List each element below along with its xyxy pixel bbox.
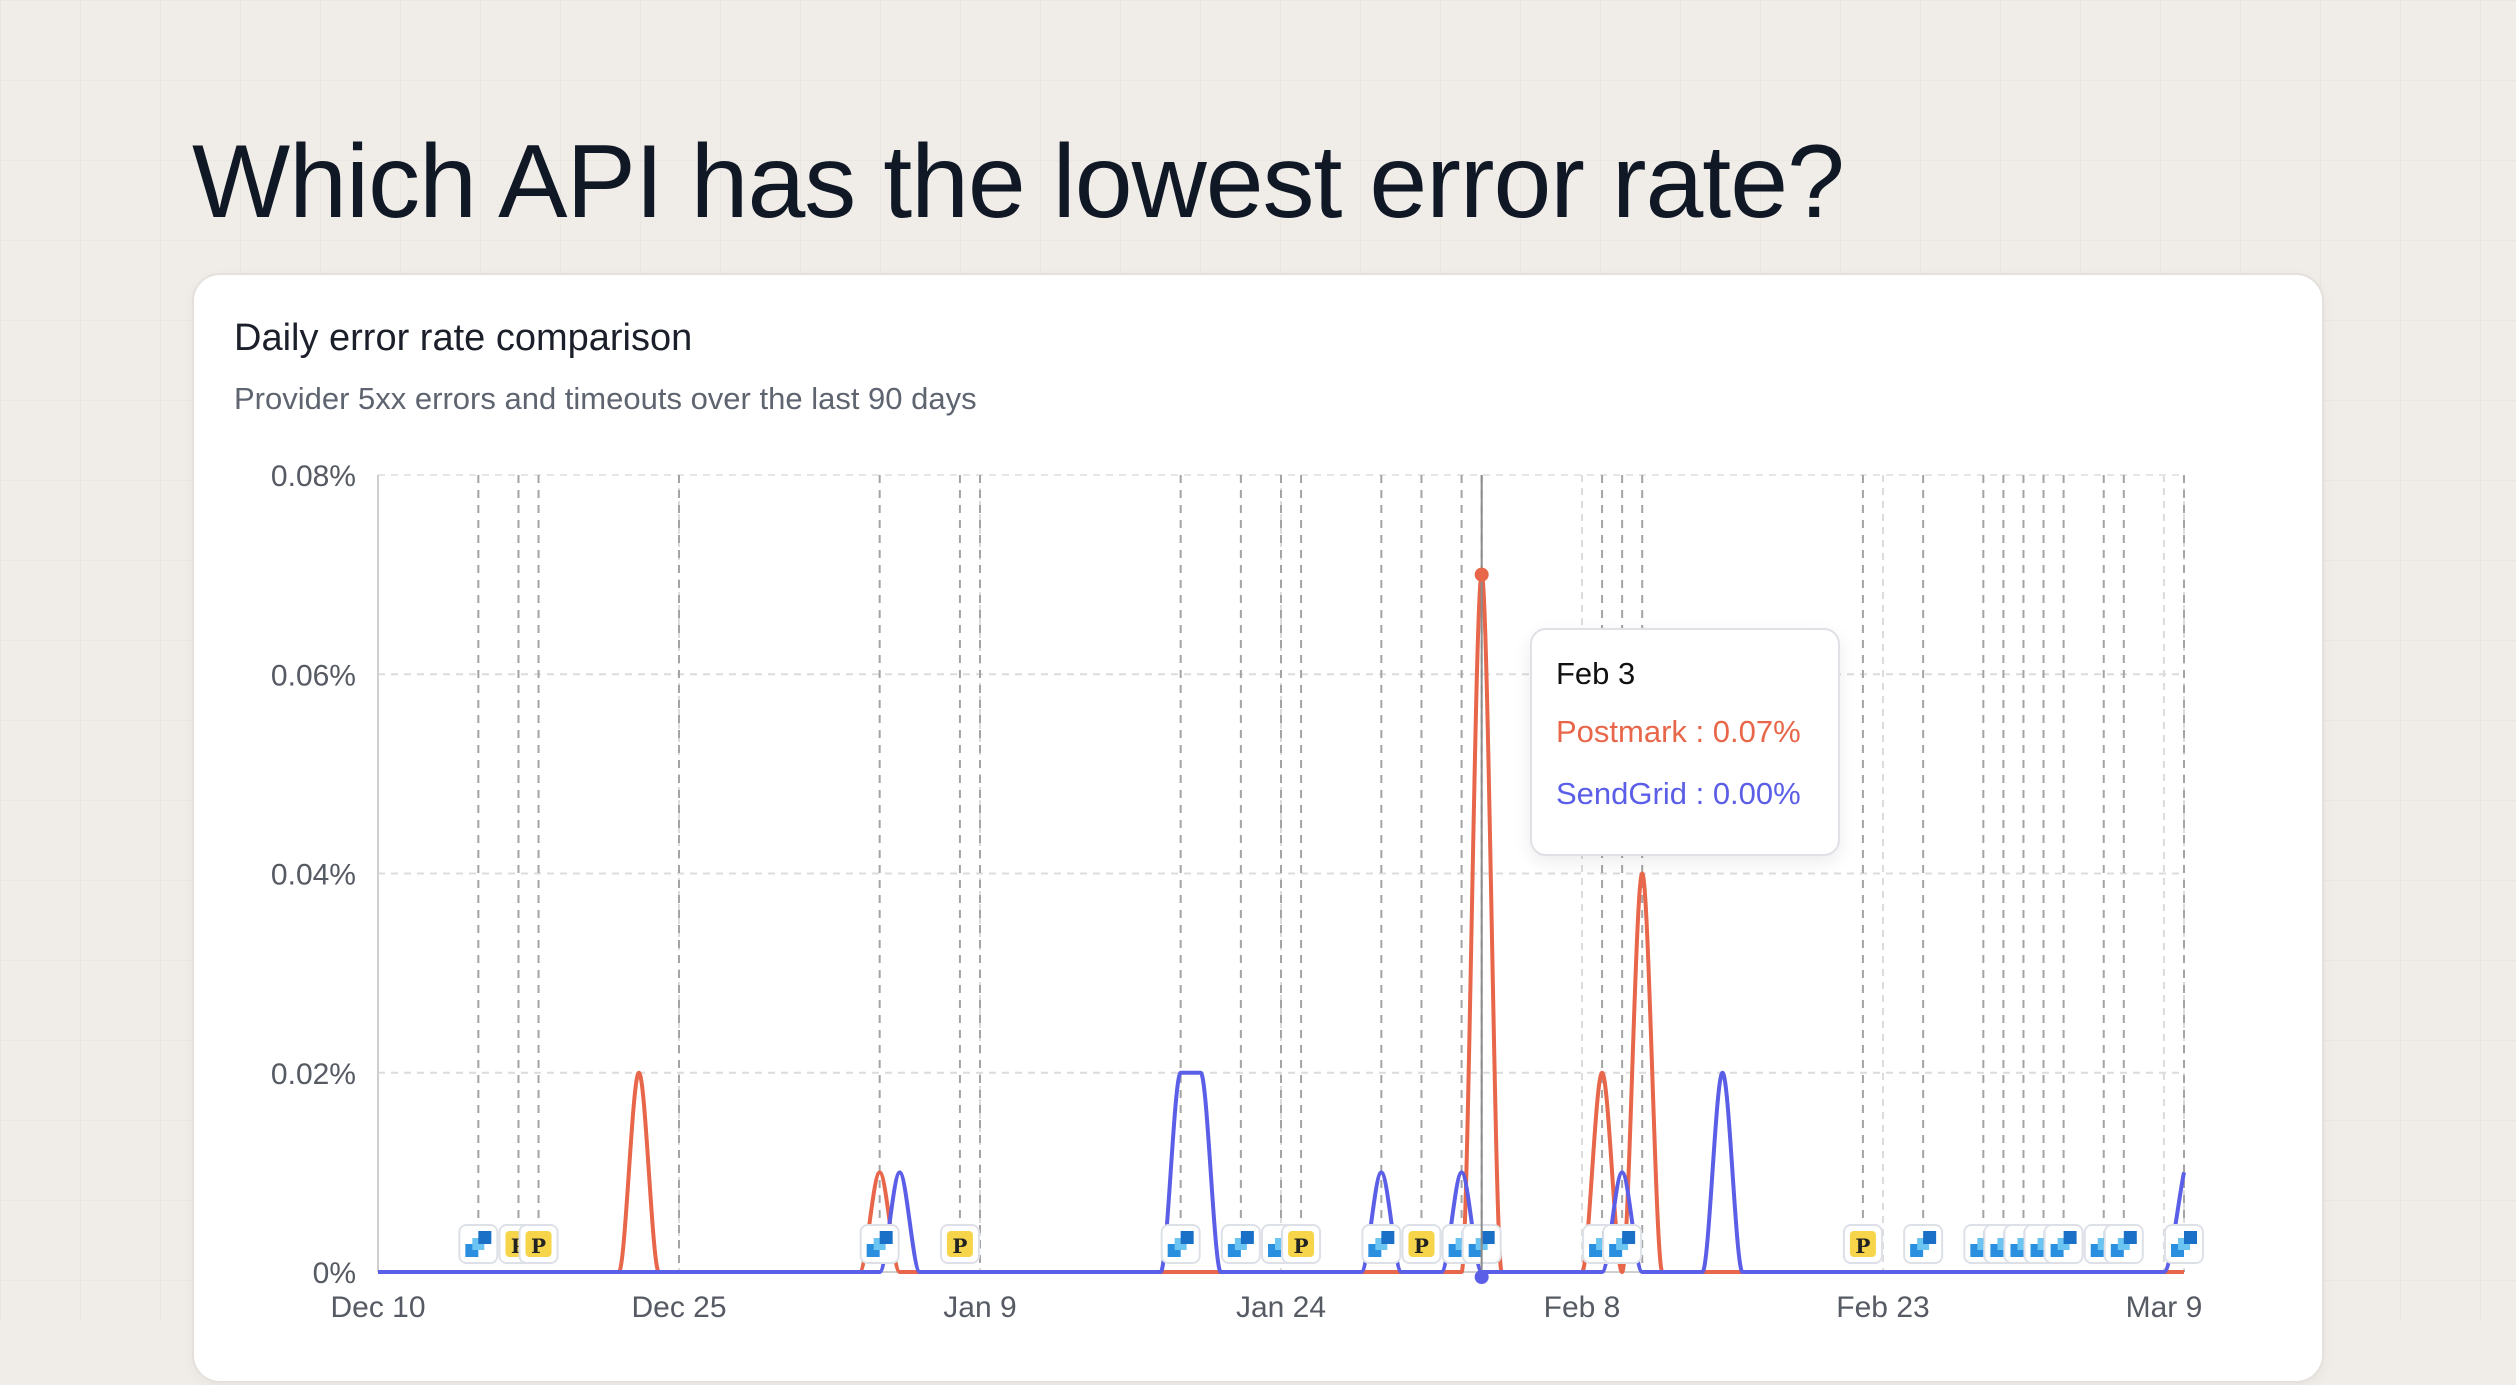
tooltip-separator: : bbox=[1686, 776, 1713, 811]
x-tick-label: Feb 8 bbox=[1544, 1291, 1621, 1324]
sendgrid-logo-icon bbox=[2164, 1224, 2204, 1264]
y-tick-label: 0.06% bbox=[271, 659, 356, 692]
chart-subtitle: Provider 5xx errors and timeouts over th… bbox=[234, 381, 977, 416]
badge-square bbox=[1622, 1231, 1636, 1244]
event-markers bbox=[477, 475, 2185, 1272]
badge-square bbox=[2037, 1238, 2050, 1250]
badge-square bbox=[1180, 1231, 1194, 1244]
badge-fill bbox=[946, 1231, 973, 1257]
badge-square bbox=[2063, 1231, 2077, 1244]
hover-layer bbox=[1474, 475, 1489, 1284]
badge-glyph: P bbox=[952, 1234, 967, 1258]
x-tick-label: Mar 9 bbox=[2126, 1291, 2203, 1324]
badge-fill bbox=[1288, 1231, 1315, 1257]
axes: 0% 0.02% 0.04% 0.06% 0.08% Dec 10 Dec 25 Jan 9 J… bbox=[271, 460, 2202, 1324]
tooltip-date: Feb 3 bbox=[1556, 656, 1636, 691]
y-tick-label: 0.02% bbox=[271, 1058, 356, 1091]
tooltip-row-sendgrid: SendGrid : 0.00% bbox=[1556, 776, 1814, 812]
chart-card: Daily error rate comparison Provider 5xx… bbox=[192, 273, 2324, 1383]
sendgrid-logo-icon bbox=[1220, 1224, 1261, 1264]
postmark-logo-icon: P bbox=[939, 1224, 980, 1264]
postmark-logo-icon: P bbox=[1401, 1224, 1442, 1264]
postmark-logo-icon: P bbox=[1842, 1224, 1883, 1264]
y-tick-label: 0% bbox=[313, 1257, 356, 1290]
badge-fill bbox=[1408, 1231, 1435, 1257]
sendgrid-logo-icon bbox=[1602, 1224, 1643, 1264]
sendgrid-logo-icon bbox=[458, 1224, 499, 1264]
hover-dot-sendgrid bbox=[1474, 1270, 1489, 1284]
y-tick-label: 0.08% bbox=[271, 460, 356, 493]
x-tick-label: Jan 24 bbox=[1236, 1291, 1326, 1324]
badge-square bbox=[1481, 1231, 1495, 1244]
postmark-logo-icon: P bbox=[518, 1224, 559, 1264]
sendgrid-logo-icon bbox=[2043, 1224, 2084, 1264]
error-rate-chart[interactable]: 0% 0.02% 0.04% 0.06% 0.08% Dec 10 Dec 25 Jan 9 J… bbox=[194, 275, 2326, 1385]
tooltip-row-postmark: Postmark : 0.07% bbox=[1556, 714, 1814, 750]
sendgrid-logo-icon bbox=[2103, 1224, 2144, 1264]
x-tick-label: Feb 23 bbox=[1836, 1291, 1929, 1324]
badge-square bbox=[2123, 1231, 2137, 1244]
tooltip-series-name: Postmark bbox=[1556, 714, 1687, 749]
sendgrid-logo-icon bbox=[1903, 1224, 1944, 1264]
badge-glyph: P bbox=[1855, 1234, 1870, 1258]
badge-square bbox=[1381, 1231, 1395, 1244]
sendgrid-logo-icon bbox=[859, 1224, 900, 1264]
x-tick-label: Dec 10 bbox=[330, 1291, 425, 1324]
badge-square bbox=[1240, 1231, 1254, 1244]
chart-tooltip: Feb 3 Postmark : 0.07% SendGrid : 0.00% bbox=[1530, 628, 1840, 856]
tooltip-value: 0.00% bbox=[1712, 776, 1801, 811]
badge-square bbox=[879, 1231, 893, 1244]
badge-square bbox=[2184, 1231, 2197, 1244]
badge-glyph: P bbox=[531, 1234, 546, 1258]
hover-dot-postmark bbox=[1474, 567, 1489, 582]
badge-fill bbox=[1849, 1231, 1876, 1257]
badge-square bbox=[1923, 1231, 1937, 1244]
postmark-logo-icon: P bbox=[1281, 1224, 1322, 1264]
badge-glyph: P bbox=[1414, 1234, 1429, 1258]
badge-square bbox=[478, 1231, 492, 1244]
page-headline: Which API has the lowest error rate? bbox=[192, 124, 1845, 240]
sendgrid-logo-icon bbox=[1160, 1224, 1201, 1264]
badge-fill bbox=[525, 1231, 552, 1257]
x-tick-label: Jan 9 bbox=[943, 1291, 1016, 1324]
tooltip-series-name: SendGrid bbox=[1556, 776, 1687, 811]
tooltip-separator: : bbox=[1686, 714, 1713, 749]
y-tick-label: 0.04% bbox=[271, 859, 356, 892]
chart-title: Daily error rate comparison bbox=[234, 317, 693, 359]
series-lines bbox=[377, 572, 2186, 1274]
series-line-sendgrid bbox=[377, 1070, 2186, 1274]
badge-glyph: P bbox=[1294, 1234, 1309, 1258]
tooltip-value: 0.07% bbox=[1712, 714, 1801, 749]
sendgrid-logo-icon bbox=[1361, 1224, 1402, 1264]
x-tick-label: Dec 25 bbox=[631, 1291, 726, 1324]
